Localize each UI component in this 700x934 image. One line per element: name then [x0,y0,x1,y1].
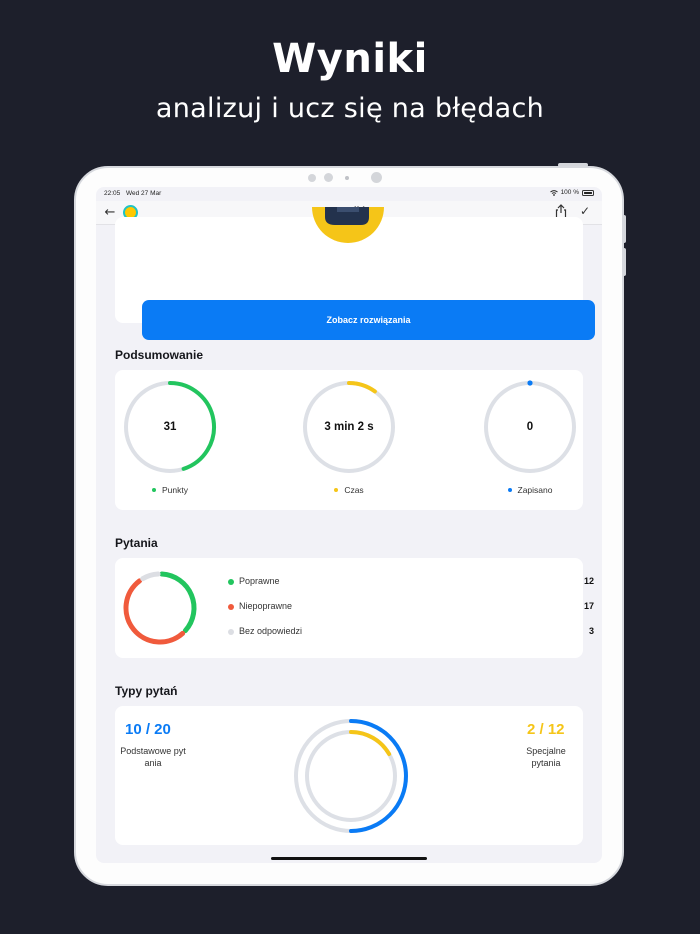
saved-value: 0 [526,421,534,433]
app-screen: 22:05 Wed 27 Mar 100 % ← Wyniki ✓ Zobacz… [96,187,602,863]
questions-title: Pytania [115,536,158,550]
legend-dot [228,629,234,635]
basic-score: 10 / 20 [125,721,171,738]
question-types-rings [294,719,408,833]
points-label-text: Punkty [162,485,188,495]
saved-label-text: Zapisano [517,485,553,495]
tablet-volume-up-button [622,215,626,243]
saved-dot [507,488,512,492]
legend-count: 3 [588,626,594,636]
time-dot [334,488,339,492]
points-dot [152,488,156,492]
camera-dot [345,176,349,180]
points-ring [124,381,216,473]
result-card: Zobacz rozwiązania [115,207,595,340]
saved-ring [484,380,576,473]
points-ring-progress [168,381,216,471]
special-label: Specjalne pytania [526,746,566,768]
questions-card: Poprawne 12 Niepoprawne 17 Bez odpowiedz… [115,558,594,658]
legend-dot [228,579,234,585]
hero-subtitle: analizuj i ucz się na błędach [155,93,545,124]
questions-donut [123,571,197,645]
saved-ring-marker [527,380,533,386]
status-bar: 22:05 Wed 27 Mar 100 % [96,187,602,201]
time-value: 3 min 2 s [324,421,374,433]
donut-segment [159,571,197,634]
points-value: 31 [163,421,177,433]
tablet-top-button [558,163,588,167]
camera-dot [324,173,333,182]
basic-ring-progress [349,719,408,833]
summary-title: Podsumowanie [115,348,204,362]
see-solutions-button[interactable]: Zobacz rozwiązania [142,300,595,340]
result-badge-icon [312,207,384,243]
question-types-title: Typy pytań [115,684,178,698]
legend-label: Poprawne [239,576,280,586]
legend-row-correct: Poprawne 12 [228,576,594,590]
camera-lens [371,172,382,183]
legend-count: 12 [583,576,594,586]
basic-label: Podstawowe pytania [120,746,186,768]
legend-row-unanswered: Bez odpowiedzi 3 [228,626,594,640]
legend-label: Niepoprawne [239,601,293,611]
home-indicator [271,857,427,860]
wifi-icon [549,189,558,196]
donut-segment [123,578,186,645]
summary-card: 31 Punkty 3 min 2 s Czas 0 Zapisano [115,370,583,510]
time-ring [303,381,395,473]
status-date: Wed 27 Mar [126,190,162,197]
hero-title: Wyniki [272,36,428,82]
battery-percent: 100 % [560,189,579,196]
time-label-text: Czas [344,485,364,495]
time-ring-progress [347,381,377,394]
tablet-volume-down-button [622,248,626,276]
checkmark-icon[interactable]: ✓ [580,204,591,218]
legend-count: 17 [583,601,594,611]
arrow-left-icon[interactable]: ← [104,205,116,220]
saved-label: Zapisano [470,485,590,495]
legend-row-incorrect: Niepoprawne 17 [228,601,594,615]
special-ring-progress [349,730,392,757]
time-label: Czas [289,485,409,495]
legend-label: Bez odpowiedzi [239,626,303,636]
question-types-card: 10 / 20 Podstawowe pytania 2 / 12 Specja… [115,706,583,845]
battery-icon [582,189,594,196]
donut-segment [140,571,161,582]
status-time: 22:05 [104,190,121,197]
status-right: 100 % [549,189,594,196]
points-label: Punkty [110,485,230,495]
special-score: 2 / 12 [527,721,565,738]
legend-dot [228,604,234,610]
camera-dot [308,174,316,182]
